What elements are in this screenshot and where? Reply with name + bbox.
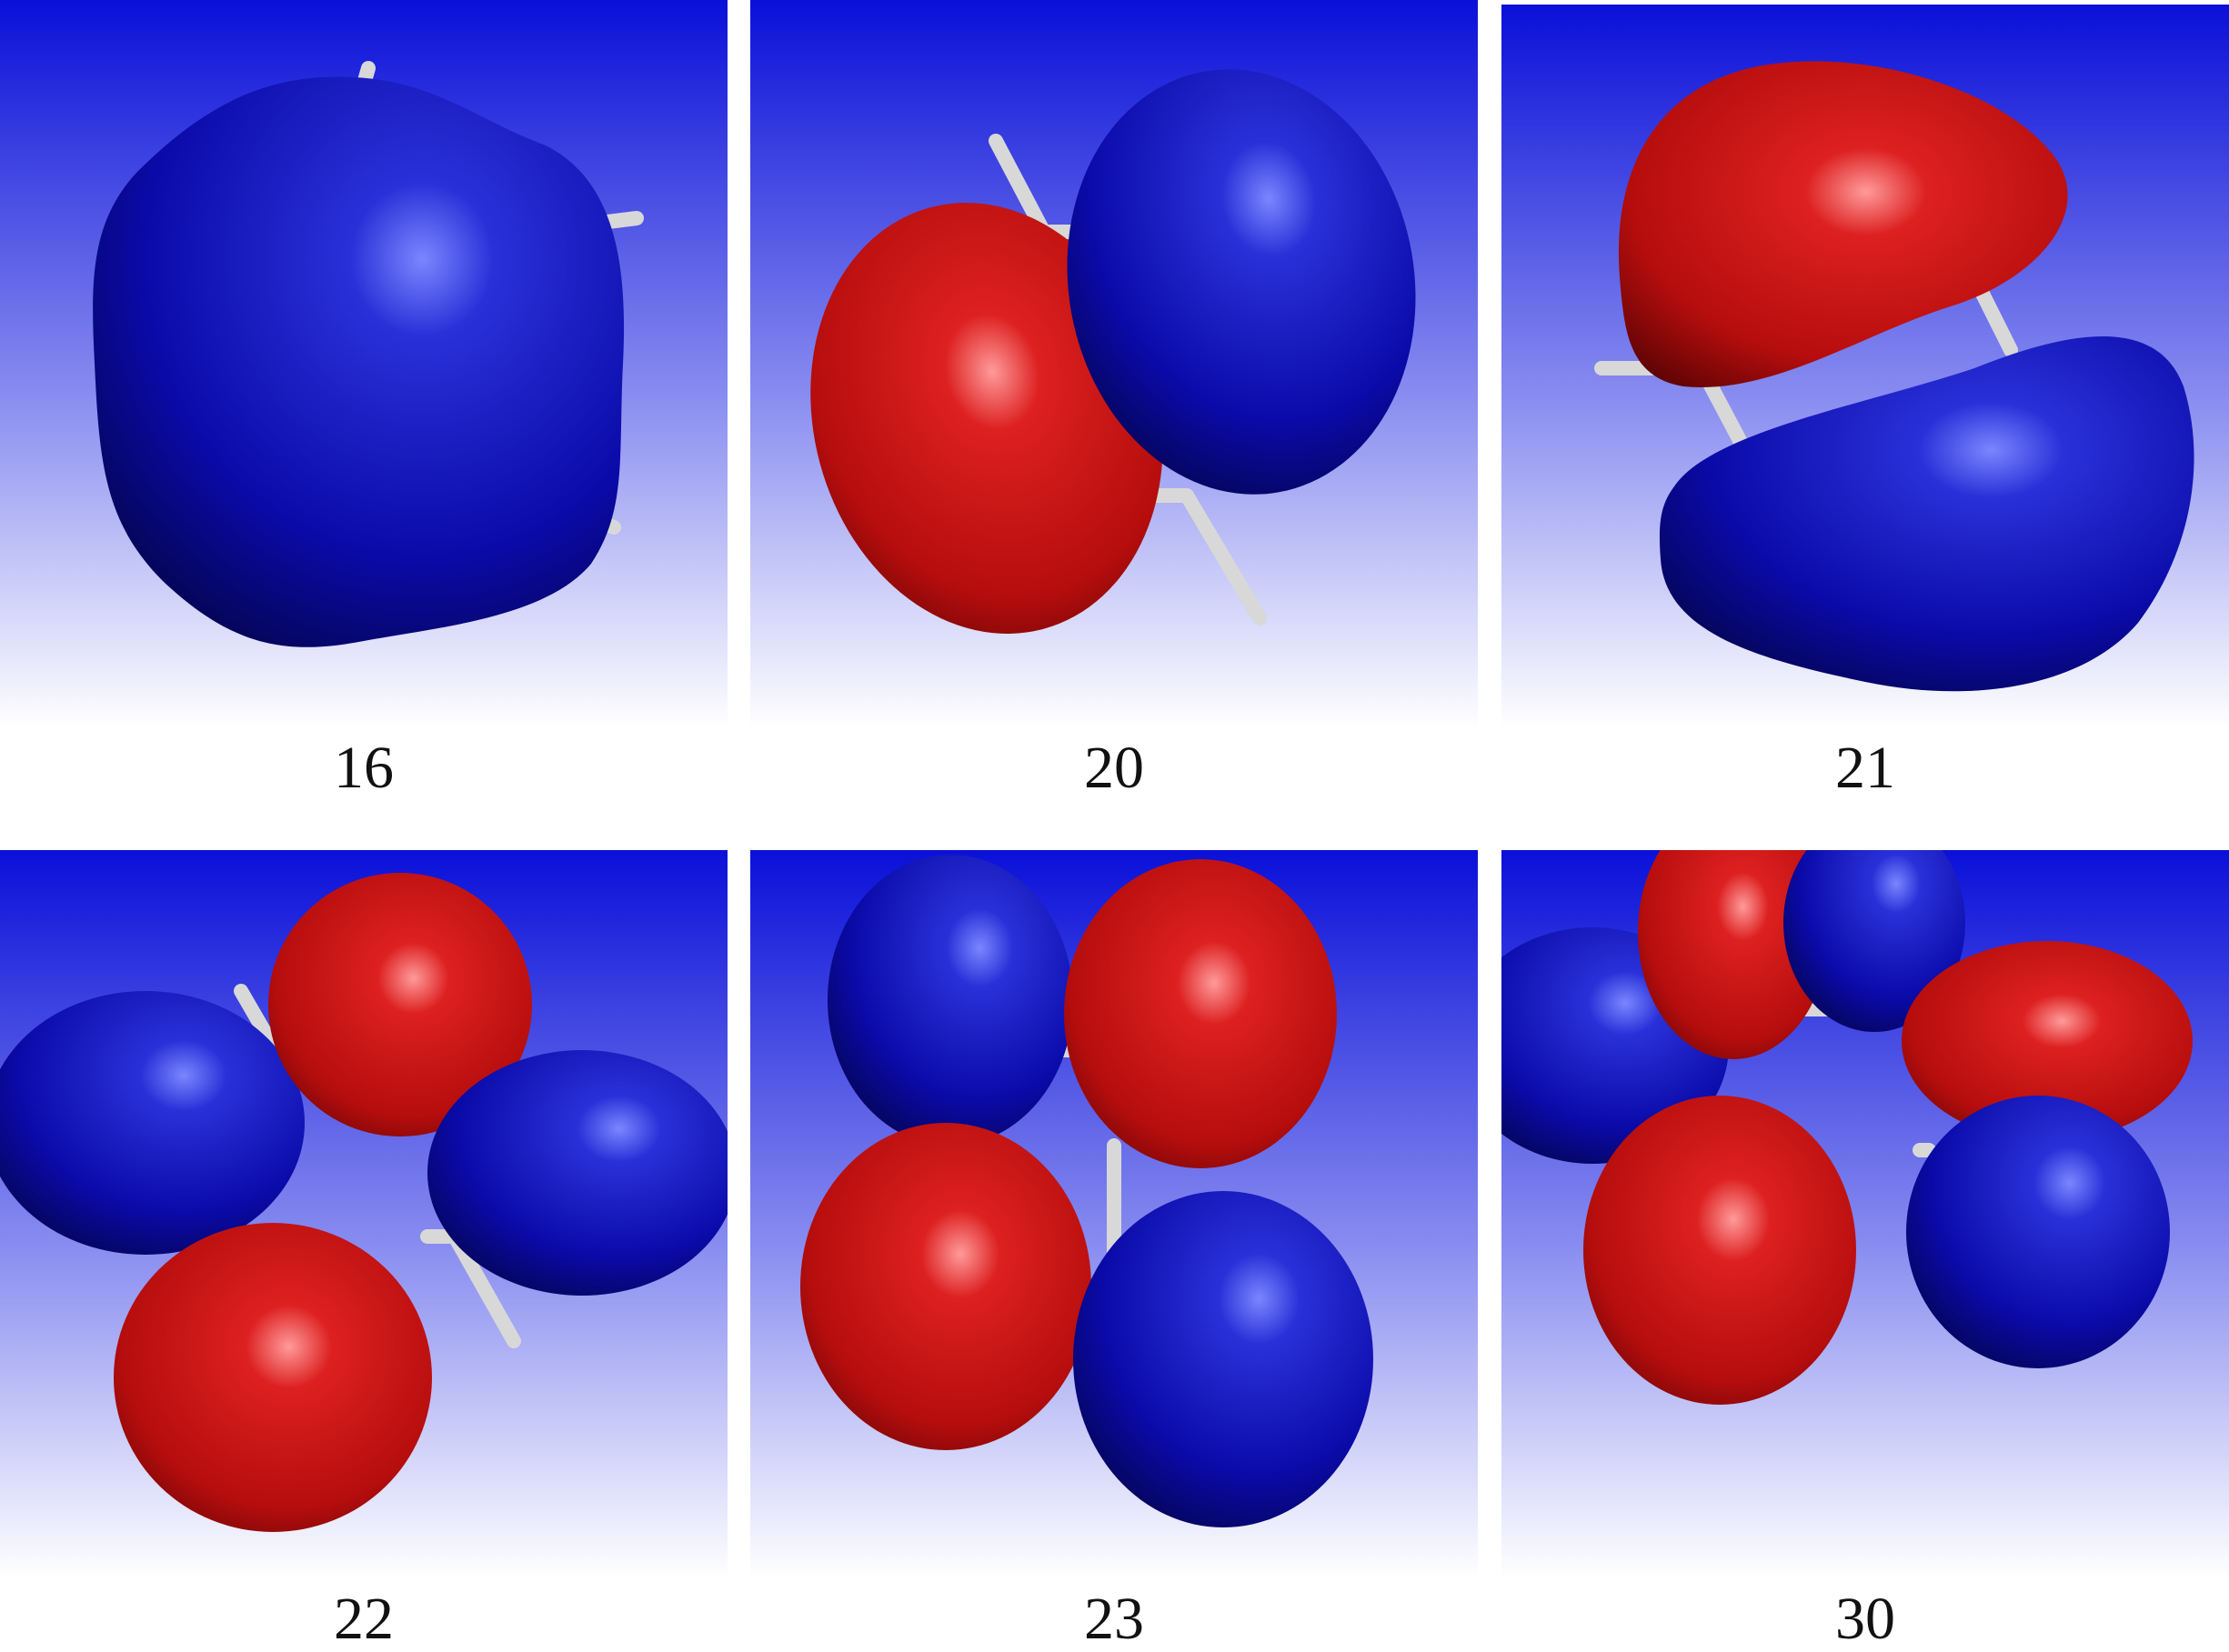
orbital-lobe-negative bbox=[1659, 336, 2194, 692]
orbital-render-22 bbox=[0, 850, 728, 1577]
orbital-lobe-positive bbox=[114, 1223, 432, 1532]
orbital-lobe-negative bbox=[1783, 850, 1965, 1032]
orbital-lobe-positive bbox=[1902, 941, 2193, 1141]
orbital-panel-22 bbox=[0, 850, 728, 1577]
orbital-render-16 bbox=[0, 0, 728, 727]
panel-label-20: 20 bbox=[1084, 735, 1144, 801]
orbital-panel-30 bbox=[1501, 850, 2229, 1577]
orbital-panel-23 bbox=[750, 850, 1478, 1577]
orbital-render-20 bbox=[750, 0, 1478, 727]
orbital-lobe-positive bbox=[1618, 61, 2068, 387]
orbital-lobe-positive bbox=[268, 873, 532, 1136]
orbital-panel-21 bbox=[1501, 5, 2229, 727]
panel-label-16: 16 bbox=[334, 735, 394, 801]
orbital-render-23 bbox=[750, 850, 1478, 1577]
panel-label-22: 22 bbox=[334, 1586, 394, 1652]
orbital-render-30 bbox=[1501, 850, 2229, 1577]
orbital-lobe-positive bbox=[1064, 859, 1337, 1168]
orbital-lobe-positive bbox=[800, 1123, 1091, 1450]
orbital-lobe-negative bbox=[0, 991, 305, 1255]
orbital-lobe-negative bbox=[1073, 1191, 1373, 1527]
panel-label-23: 23 bbox=[1084, 1586, 1144, 1652]
orbital-render-21 bbox=[1501, 5, 2229, 727]
panel-label-30: 30 bbox=[1835, 1586, 1895, 1652]
panel-label-21: 21 bbox=[1835, 735, 1895, 801]
orbital-lobe-negative bbox=[828, 855, 1073, 1146]
orbital-lobe-negative bbox=[1906, 1096, 2170, 1368]
orbital-lobe-negative bbox=[427, 1050, 728, 1296]
orbital-panel-20 bbox=[750, 0, 1478, 727]
orbital-lobe-negative bbox=[1067, 69, 1416, 495]
orbital-lobe-positive bbox=[1583, 1096, 1856, 1405]
orbital-lobe-positive bbox=[1638, 850, 1829, 1059]
orbital-lobe-negative bbox=[93, 76, 625, 647]
orbital-panel-16 bbox=[0, 0, 728, 727]
